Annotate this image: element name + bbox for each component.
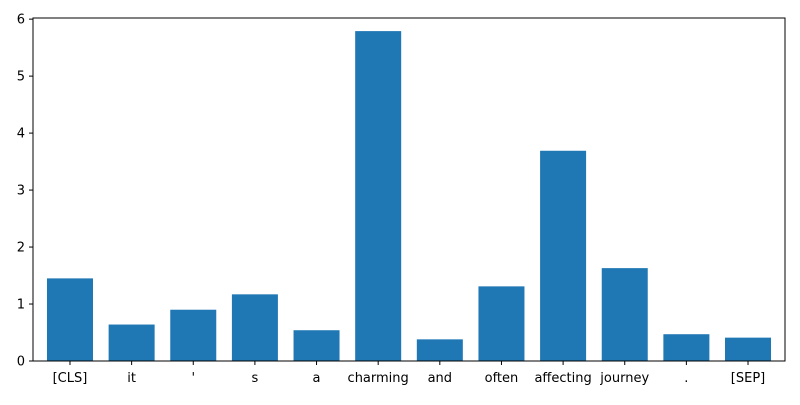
x-tick-label-1: it [127, 371, 136, 386]
bar-5 [355, 31, 402, 362]
x-tick-label-2: ' [191, 371, 195, 386]
y-tick-label-6: 6 [17, 13, 25, 28]
x-tick-label-3: s [252, 371, 259, 386]
x-tick-label-11: [SEP] [731, 371, 765, 386]
bar-1 [108, 324, 155, 361]
x-tick-label-8: affecting [534, 371, 591, 386]
bar-10 [663, 334, 710, 361]
x-tick-label-0: [CLS] [53, 371, 88, 386]
bars-layer [46, 31, 772, 362]
x-tick-label-6: and [428, 371, 452, 386]
y-axis: 0 1 2 3 4 5 6 [17, 13, 33, 370]
bar-0 [46, 278, 93, 361]
x-tick-label-4: a [313, 371, 321, 386]
bar-7 [478, 286, 525, 361]
x-tick-label-9: journey [599, 371, 649, 386]
y-tick-label-0: 0 [17, 355, 25, 370]
x-tick-label-7: often [485, 371, 519, 386]
bar-3 [231, 294, 278, 361]
x-tick-label-10: . [684, 371, 688, 386]
plot-frame [32, 17, 786, 362]
bar-8 [540, 150, 587, 361]
y-tick-label-2: 2 [17, 241, 25, 256]
y-tick-label-5: 5 [17, 70, 25, 85]
bar-9 [601, 268, 648, 361]
y-tick-label-1: 1 [17, 298, 25, 313]
x-tick-label-5: charming [348, 371, 409, 386]
y-tick-label-4: 4 [17, 127, 25, 142]
bar-6 [416, 339, 463, 361]
y-tick-label-3: 3 [17, 184, 25, 199]
bar-4 [293, 330, 340, 361]
bar-2 [170, 309, 217, 361]
x-axis: [CLS] it ' s a charming and often affecting journ… [53, 361, 765, 386]
bar-11 [725, 337, 772, 361]
